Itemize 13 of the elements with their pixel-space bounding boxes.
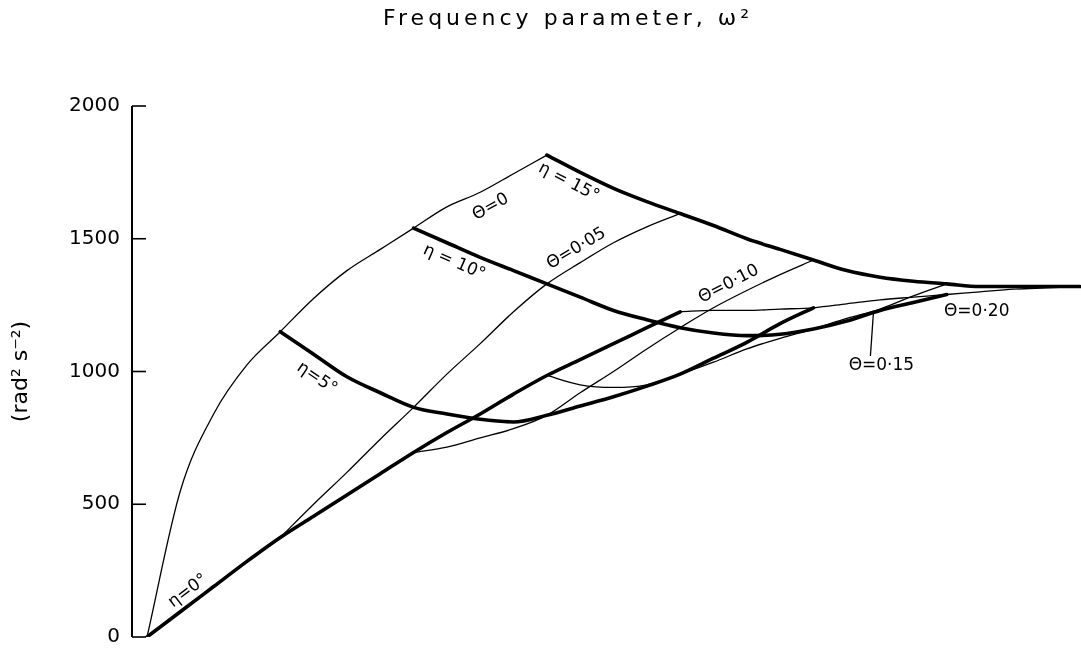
y-tick-label: 2000 [69, 92, 120, 117]
series-label: Θ=0·20 [943, 299, 1010, 320]
chart-title: Frequency parameter, ω² [382, 5, 754, 30]
text: Θ=0·15 [848, 354, 915, 375]
y-axis-title: (rad² s⁻²) [6, 320, 32, 423]
text: Θ=0 [468, 187, 512, 224]
y-tick-label: 1000 [69, 357, 120, 382]
text: η = 15° [535, 156, 604, 205]
text: η=5° [293, 356, 342, 398]
y-tick-label: 1500 [69, 224, 120, 249]
text: η = 10° [420, 238, 490, 284]
y-tick-label: 0 [107, 623, 120, 648]
y-tick-label: 500 [81, 490, 120, 515]
